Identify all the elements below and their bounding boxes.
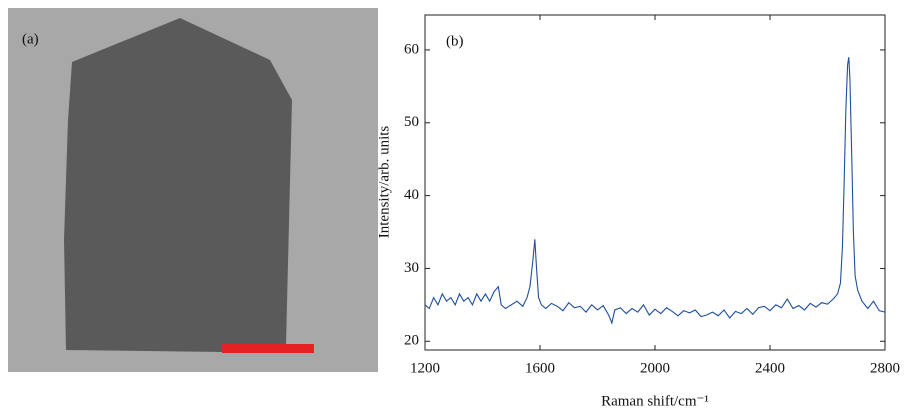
panel-label: (a): [22, 31, 39, 47]
x-axis-label: Raman shift/cm⁻¹: [601, 393, 709, 409]
flake: [64, 18, 292, 352]
y-tick-label: 60: [404, 41, 419, 57]
x-tick-label: 2400: [755, 360, 785, 376]
x-tick-label: 2800: [870, 360, 900, 376]
x-tick-label: 2000: [640, 360, 670, 376]
scale-bar: [222, 344, 314, 353]
panel-label: (b): [446, 33, 464, 49]
x-tick-label: 1200: [410, 360, 440, 376]
photo: (a): [8, 8, 378, 372]
spectrum-line: [424, 57, 886, 325]
x-tick-label: 1600: [525, 360, 555, 376]
y-axis-label: Intensity/arb. units: [376, 126, 392, 239]
y-tick-label: 30: [404, 260, 419, 276]
plot-frame: [424, 14, 886, 351]
y-tick-label: 50: [404, 114, 419, 130]
y-tick-label: 40: [404, 187, 419, 203]
y-tick-label: 20: [404, 333, 419, 349]
